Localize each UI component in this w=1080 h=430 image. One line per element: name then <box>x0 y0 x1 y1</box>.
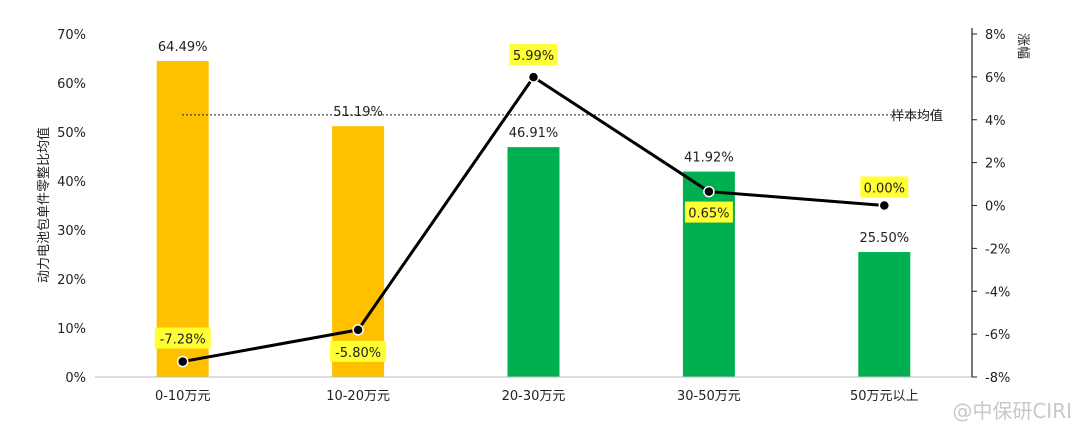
line-value-label: -5.80% <box>335 346 381 361</box>
line-label-highlight <box>154 327 211 349</box>
x-tick-label: 0-10万元 <box>155 389 211 404</box>
bar-value-label: 25.50% <box>860 231 910 246</box>
x-tick-label: 50万元以上 <box>850 389 919 404</box>
bar-value-labels: 64.49% 51.19% 46.91% 41.92% 25.50% <box>158 40 909 246</box>
bar <box>507 147 560 377</box>
reference-line-label: 样本均值 <box>891 108 943 124</box>
line-series: -7.28% -5.80% 5.99% 0.65% 0.00% <box>154 44 909 368</box>
line-label-highlight <box>509 44 558 66</box>
bar-value-label: 51.19% <box>333 105 383 120</box>
y-tick-label: 50% <box>57 126 86 141</box>
y-tick-label: 60% <box>57 77 86 92</box>
line-point <box>176 355 189 368</box>
line-value-label: 0.65% <box>688 207 729 222</box>
line-value-label: -7.28% <box>160 333 206 348</box>
bar <box>156 60 209 378</box>
y2-tick-label: -8% <box>985 371 1010 386</box>
bar <box>332 126 385 377</box>
y2-axis-title: 涨幅 <box>1015 33 1030 59</box>
line-point <box>527 71 540 83</box>
bar <box>858 252 911 377</box>
y2-tick-label: -2% <box>985 242 1010 257</box>
y-tick-label: 70% <box>57 28 86 43</box>
bar-value-label: 64.49% <box>158 40 208 55</box>
y2-tick-label: -6% <box>985 328 1010 343</box>
line-label-highlight <box>330 340 387 362</box>
x-tick-label: 20-30万元 <box>502 389 566 404</box>
axes: 0% 10% 20% 30% 40% 50% 60% 70% -8% -6% -4% -2% 0% 2% 4… <box>57 28 1010 404</box>
y-axis-title: 动力电池包单件零整比均值 <box>36 127 52 283</box>
bar-value-label: 46.91% <box>509 126 559 141</box>
y-tick-label: 30% <box>57 224 86 239</box>
x-tick-label: 10-20万元 <box>326 389 390 404</box>
x-tick-label: 30-50万元 <box>677 389 741 404</box>
line-value-label: 0.00% <box>864 182 905 197</box>
bar-value-label: 41.92% <box>684 151 734 166</box>
y-tick-label: 40% <box>57 175 86 190</box>
line-label-highlight <box>684 201 733 223</box>
line-point <box>878 199 891 212</box>
y2-tick-label: 8% <box>985 28 1006 43</box>
y-tick-label: 0% <box>65 371 86 386</box>
y2-tick-label: 0% <box>985 200 1006 215</box>
line-value-label: 5.99% <box>513 49 554 64</box>
y-tick-label: 10% <box>57 322 86 337</box>
y2-tick-label: 4% <box>985 114 1006 129</box>
line-point <box>703 185 715 198</box>
y-tick-label: 20% <box>57 273 86 288</box>
bar-series <box>156 60 911 378</box>
y2-tick-label: 6% <box>985 71 1006 86</box>
line-point <box>352 324 364 336</box>
watermark: @中保研CIRI <box>952 399 1072 423</box>
line-label-highlight <box>860 176 909 198</box>
y2-tick-label: 2% <box>985 157 1006 172</box>
y2-tick-label: -4% <box>985 285 1010 300</box>
